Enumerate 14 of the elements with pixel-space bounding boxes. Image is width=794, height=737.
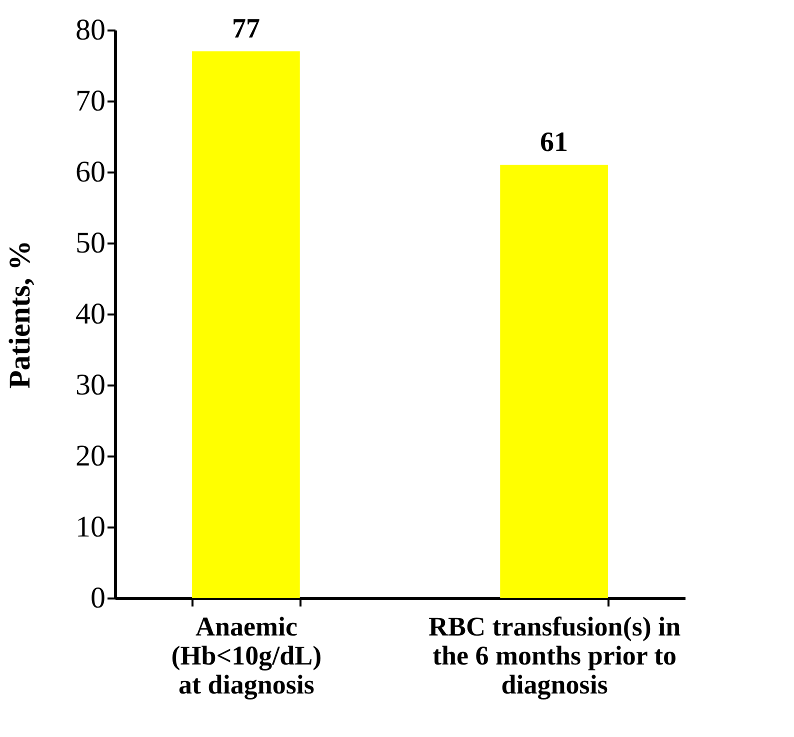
y-tick-label: 10 (76, 510, 106, 544)
y-tick-label: 20 (76, 440, 106, 472)
y-axis-title: Patients, % (4, 240, 36, 389)
data-label: 61 (540, 126, 568, 158)
y-tick-label: 30 (76, 368, 106, 402)
y-tick-label: 0 (90, 582, 106, 614)
x-tick-label: RBC transfusion(s) in the 6 months prior to diagnosis (428, 612, 681, 700)
y-tick-label: 50 (76, 226, 106, 260)
data-label: 77 (232, 13, 260, 44)
x-tick-label: Anaemic (Hb<10g/dL) at diagnosis (171, 612, 322, 700)
y-tick-label: 60 (76, 156, 106, 188)
y-tick-label: 70 (76, 84, 106, 118)
y-tick-label: 40 (76, 298, 106, 330)
y-tick-label: 80 (76, 14, 106, 46)
